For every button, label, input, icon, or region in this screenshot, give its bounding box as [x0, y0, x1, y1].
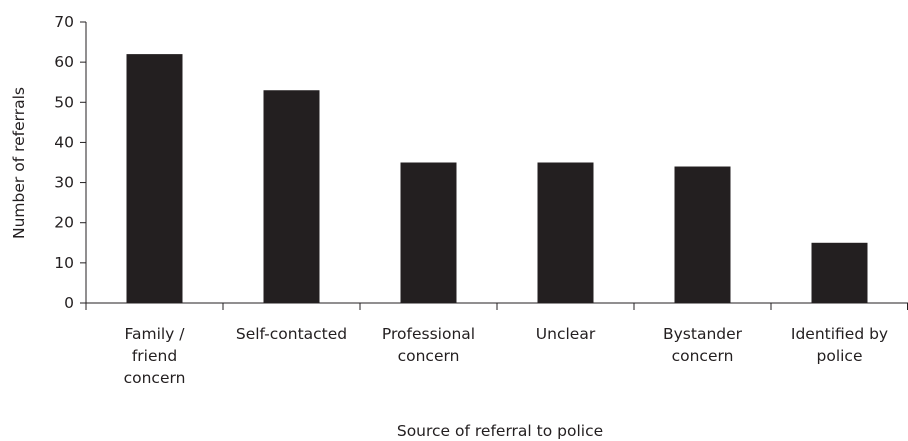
x-tick-label-line: concern [672, 347, 734, 365]
x-tick-label-line: concern [124, 369, 186, 387]
x-tick-label: Identified by police [791, 325, 888, 365]
x-tick-label-line: Family / [124, 325, 185, 343]
bar [537, 162, 594, 303]
y-tick-label: 60 [54, 53, 74, 71]
bar [400, 162, 457, 303]
x-tick-label: Family / friend concern [124, 325, 186, 387]
bar [126, 54, 183, 303]
y-tick-label: 10 [54, 254, 74, 272]
x-tick-label-line: Bystander [663, 325, 743, 343]
y-tick-label: 50 [54, 93, 74, 111]
x-tick-label: Unclear [536, 325, 596, 343]
x-tick-label: Self-contacted [236, 325, 347, 343]
y-tick-label: 20 [54, 214, 74, 232]
x-tick-label-line: Unclear [536, 325, 596, 343]
bar [263, 90, 320, 303]
bar [811, 242, 868, 303]
x-tick-label: Bystander concern [663, 325, 743, 365]
x-tick-label: Professional concern [382, 325, 475, 365]
x-axis: Family / friend concern Self-contacted Profe… [85, 302, 908, 387]
y-tick-label: 0 [64, 294, 74, 312]
x-tick-label-line: Professional [382, 325, 475, 343]
y-tick-label: 40 [54, 133, 74, 151]
bars [126, 54, 868, 303]
y-axis-title: Number of referrals [10, 87, 28, 239]
x-tick-label-line: Self-contacted [236, 325, 347, 343]
bar [674, 166, 731, 303]
x-tick-label-line: friend [132, 347, 177, 365]
y-axis: 0 10 20 30 40 50 60 70 [54, 13, 87, 312]
y-tick-label: 30 [54, 174, 74, 192]
x-axis-title: Source of referral to police [397, 422, 603, 440]
x-tick-label-line: Identified by [791, 325, 888, 343]
x-tick-label-line: police [817, 347, 863, 365]
x-tick-label-line: concern [398, 347, 460, 365]
y-tick-label: 70 [54, 13, 74, 31]
